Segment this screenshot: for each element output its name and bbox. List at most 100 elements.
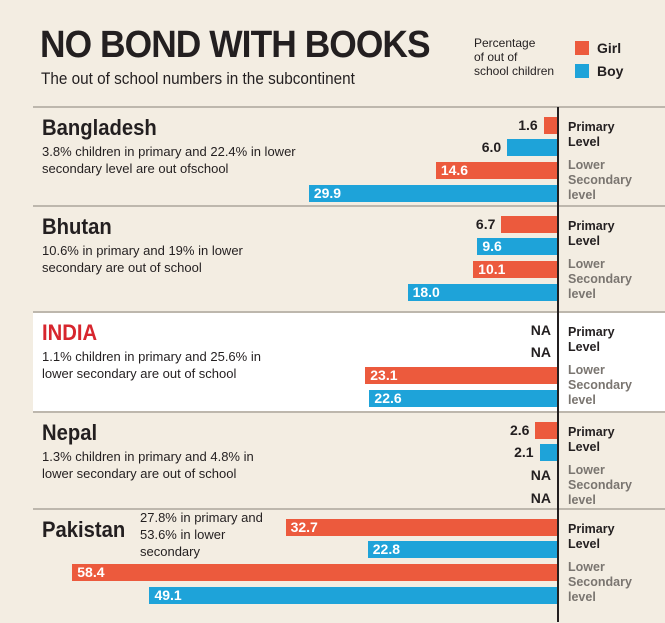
bar-nepal-primary-girl [535,422,557,439]
level-label-line: level [568,393,596,407]
level-label-line: Level [568,135,600,149]
level-label-lower-secondary: Lower Secondary level [568,463,632,508]
value-label-india-lower-secondary-girl: 23.1 [370,367,398,383]
level-label-primary: Primary Level [568,425,615,455]
bar-pakistan-lower-secondary-boy [149,587,557,604]
level-label-line: level [568,590,596,604]
level-label-primary: Primary Level [568,522,615,552]
level-label-line: Lower [568,463,605,477]
panel-divider [33,508,665,510]
country-note-line: 53.6% in lower [140,527,226,542]
bar-bhutan-primary-boy [477,238,557,255]
panel-divider [33,106,665,108]
panel-divider [33,311,665,313]
level-label-line: Secondary [568,272,632,286]
legend-swatch-girl [575,41,589,55]
value-label-pakistan-primary-girl: 32.7 [290,519,318,535]
legend-item-girl: Girl [575,41,621,55]
level-label-line: Level [568,234,600,248]
value-label-bhutan-lower-secondary-girl: 10.1 [478,261,506,277]
country-note-line: secondary are out of school [42,260,202,275]
level-label-line: Level [568,440,600,454]
legend-note-line: of out of [474,50,518,64]
level-label-line: Secondary [568,478,632,492]
bar-bangladesh-primary-girl [543,117,557,134]
level-label-line: Secondary [568,575,632,589]
level-label-lower-secondary: Lower Secondary level [568,257,632,302]
level-label-line: Primary [568,522,615,536]
level-label-line: Lower [568,560,605,574]
value-label-india-primary-girl: NA [530,322,551,338]
level-label-lower-secondary: Lower Secondary level [568,158,632,203]
level-label-line: level [568,188,596,202]
country-note-nepal: 1.3% children in primary and 4.8% in lowe… [42,448,254,482]
panel-divider [33,205,665,207]
legend-label-girl: Girl [597,40,622,56]
country-note-line: 1.3% children in primary and 4.8% in [42,449,254,464]
value-label-bangladesh-primary-boy: 6.0 [481,139,502,155]
country-note-line: lower secondary are out of school [42,366,237,381]
bar-bangladesh-primary-boy [507,139,557,156]
country-note-india: 1.1% children in primary and 25.6% in low… [42,348,261,382]
level-label-primary: Primary Level [568,219,615,249]
bar-bangladesh-lower-secondary-boy [308,185,557,202]
level-label-line: Secondary [568,173,632,187]
level-label-line: Level [568,537,600,551]
panel-divider [33,411,665,413]
bar-bhutan-lower-secondary-boy [407,284,557,301]
country-note-bangladesh: 3.8% children in primary and 22.4% in lo… [42,143,296,177]
level-label-line: Lower [568,363,605,377]
chart-title: NO BOND WITH BOOKS [40,24,431,66]
country-note-bhutan: 10.6% in primary and 19% in lower seconda… [42,242,243,276]
value-label-india-primary-boy: NA [530,344,551,360]
level-label-line: Secondary [568,378,632,392]
country-note-line: 10.6% in primary and 19% in lower [42,243,243,258]
level-label-line: Primary [568,325,615,339]
level-label-line: Lower [568,257,605,271]
level-label-line: level [568,287,596,301]
bar-pakistan-lower-secondary-girl [72,564,557,581]
value-label-bhutan-primary-boy: 9.6 [482,238,502,254]
level-label-line: Primary [568,425,615,439]
bar-bhutan-primary-girl [501,216,557,233]
highlight-panel [33,312,665,412]
country-note-line: 27.8% in primary and [140,510,263,525]
value-label-nepal-lower-secondary-boy: NA [530,490,551,506]
bar-bangladesh-lower-secondary-girl [435,162,557,179]
level-label-lower-secondary: Lower Secondary level [568,363,632,408]
country-name-bhutan: Bhutan [42,214,112,239]
value-label-pakistan-lower-secondary-boy: 49.1 [154,587,182,603]
bar-pakistan-primary-boy [367,541,557,558]
bar-pakistan-primary-girl [285,519,557,536]
legend-item-boy: Boy [575,64,623,78]
country-note-pakistan: 27.8% in primary and 53.6% in lower second… [140,509,263,560]
level-label-primary: Primary Level [568,325,615,355]
chart-subtitle: The out of school numbers in the subcont… [41,69,355,88]
country-note-line: 1.1% children in primary and 25.6% in [42,349,261,364]
level-label-line: level [568,493,596,507]
legend-note-line: Percentage [474,36,536,50]
value-label-nepal-primary-boy: 2.1 [514,444,534,460]
level-label-lower-secondary: Lower Secondary level [568,560,632,605]
level-label-line: Primary [568,120,615,134]
legend-note: Percentage of out of school children [474,36,554,78]
country-name-bangladesh: Bangladesh [42,115,157,140]
value-label-bhutan-primary-girl: 6.7 [475,216,496,232]
level-label-primary: Primary Level [568,120,615,150]
country-note-line: 3.8% children in primary and 22.4% in lo… [42,144,296,159]
value-label-nepal-lower-secondary-girl: NA [530,467,551,483]
legend-note-line: school children [474,64,555,78]
bar-nepal-primary-boy [539,444,557,461]
value-label-pakistan-primary-boy: 22.8 [372,541,400,557]
country-name-india: INDIA [42,320,98,345]
value-label-pakistan-lower-secondary-girl: 58.4 [77,564,105,580]
bar-india-lower-secondary-boy [369,390,557,407]
baseline-axis [557,107,559,622]
country-note-line: secondary [140,544,200,559]
bar-bhutan-lower-secondary-girl [473,261,557,278]
value-label-bangladesh-lower-secondary-boy: 29.9 [313,185,342,201]
value-label-bangladesh-primary-girl: 1.6 [518,117,538,133]
legend-swatch-boy [575,64,589,78]
value-label-bhutan-lower-secondary-boy: 18.0 [412,284,440,300]
